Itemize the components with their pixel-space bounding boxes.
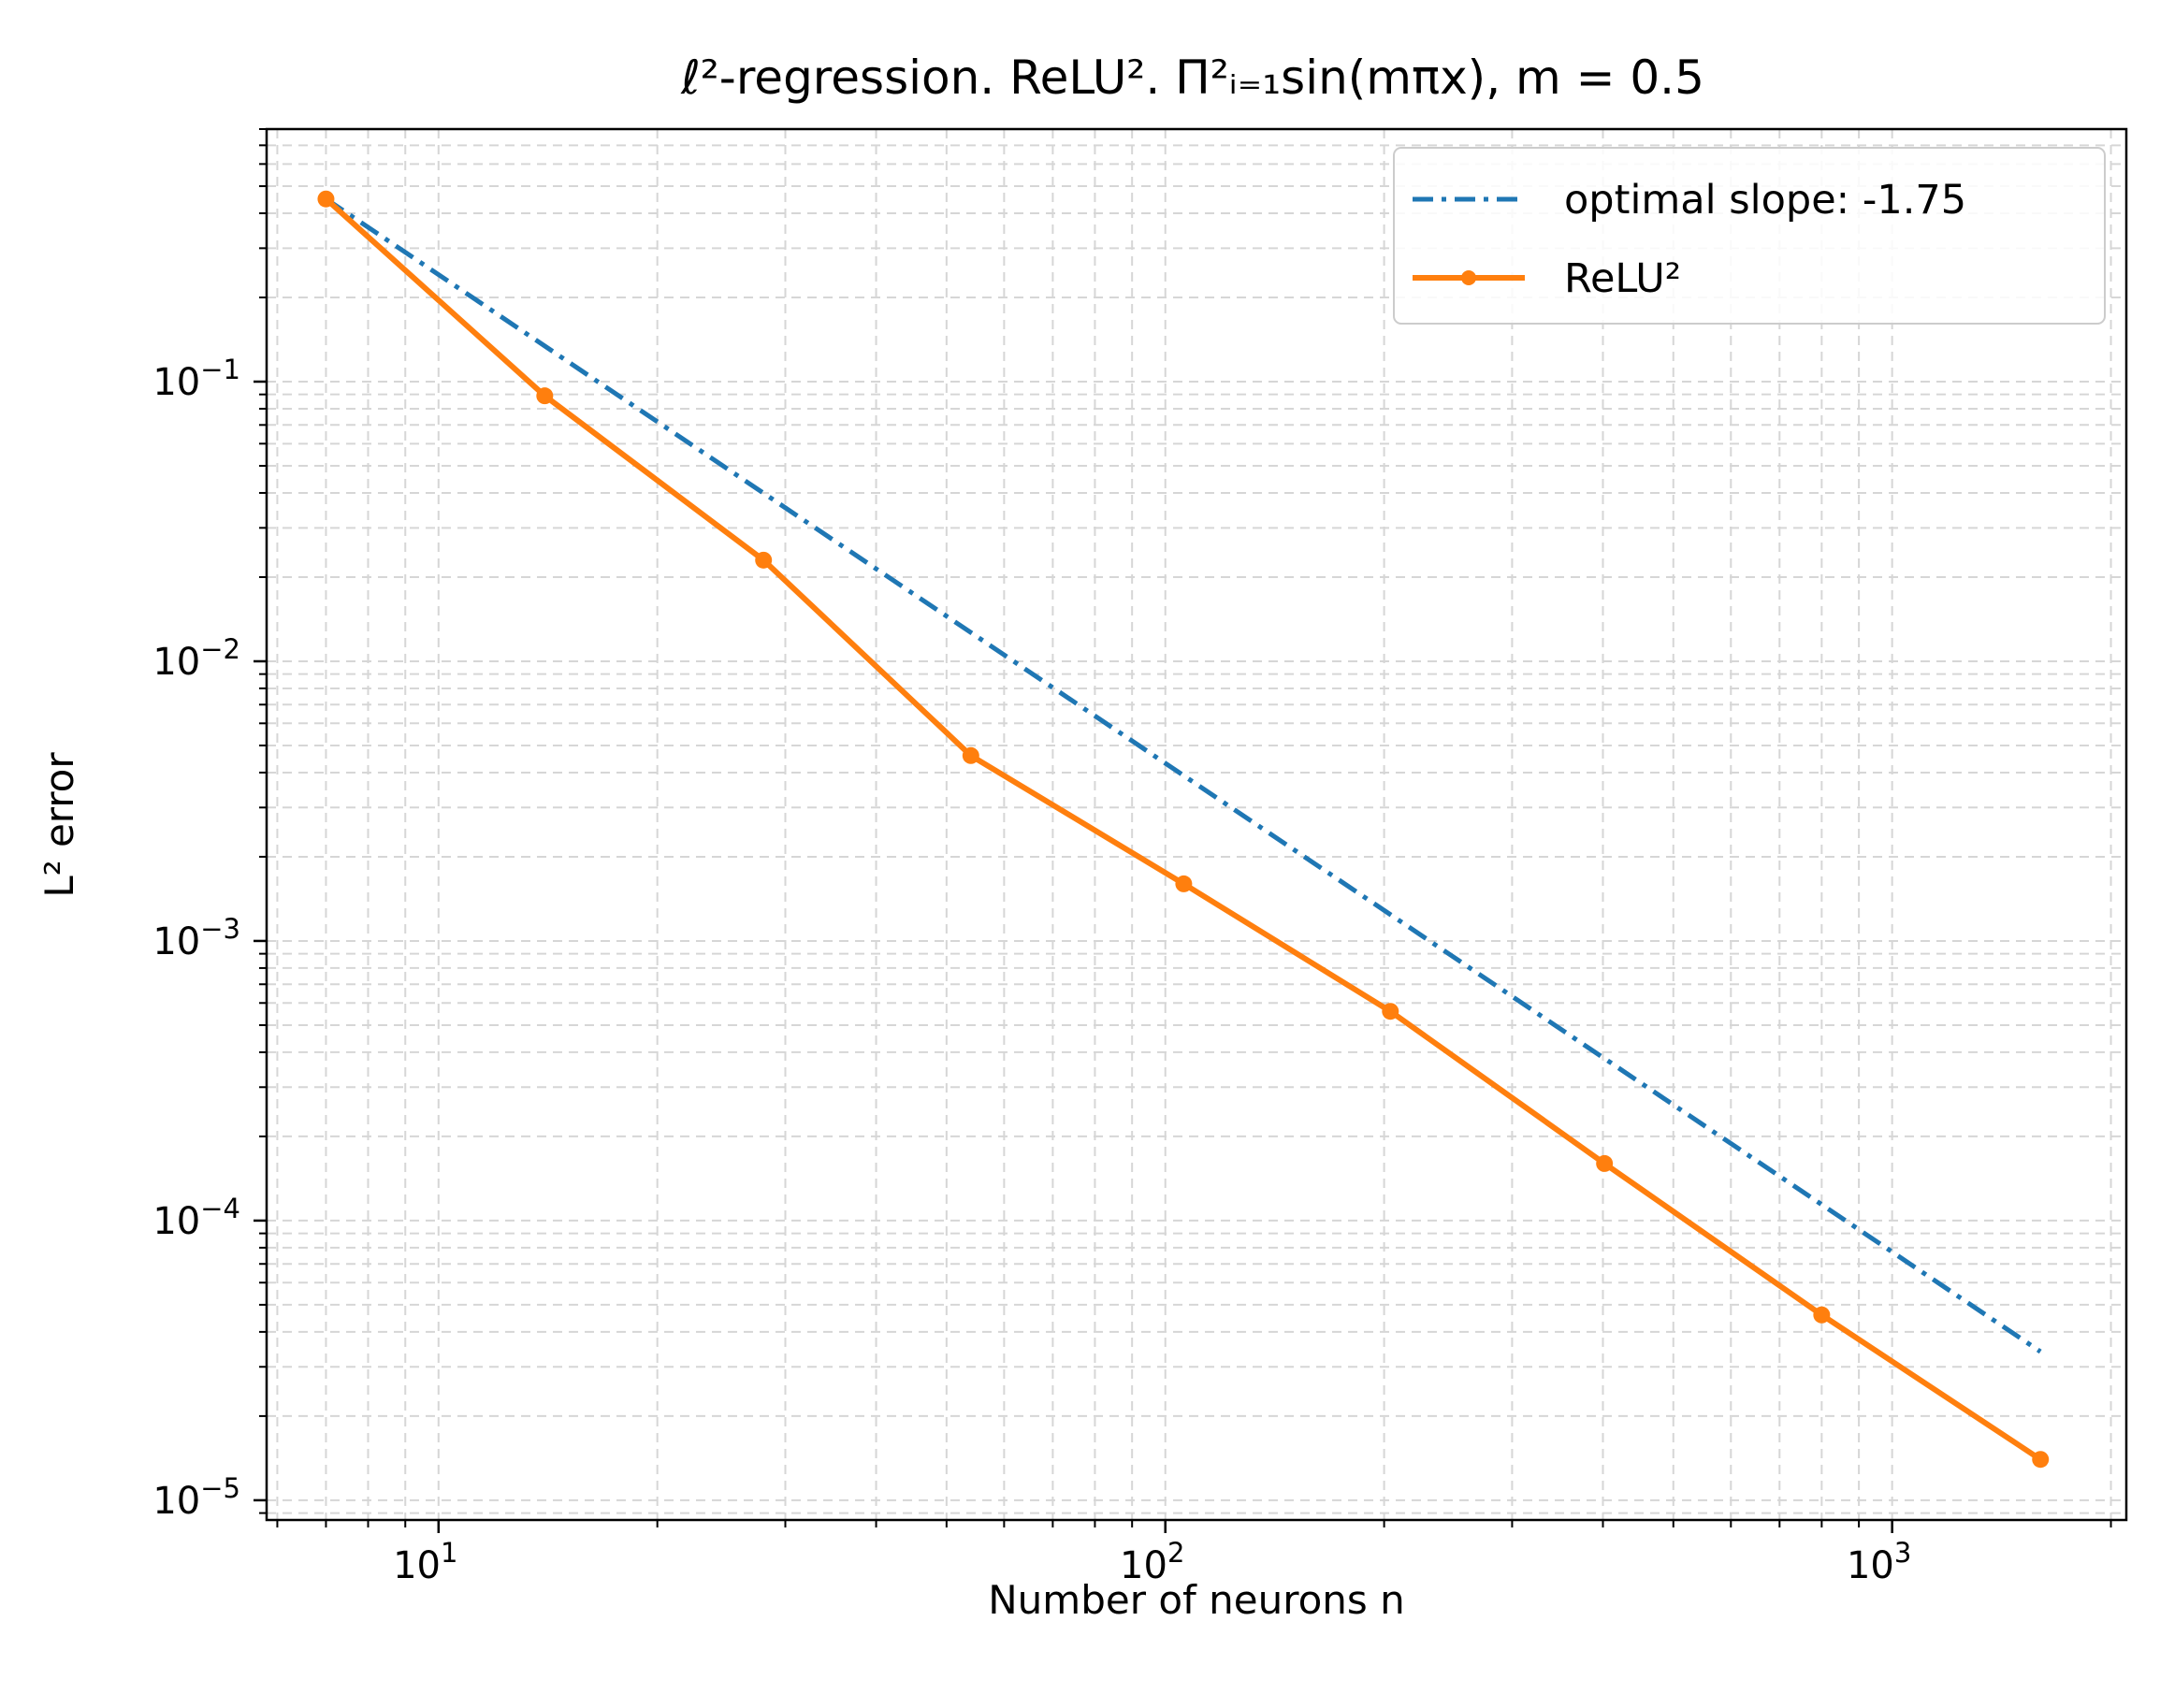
- relu2-point: [317, 190, 335, 208]
- y-tick-label: 10−3: [152, 913, 240, 963]
- y-tick-label: 10−2: [152, 633, 240, 684]
- relu2-point: [536, 387, 554, 405]
- y-tick-label: 10−4: [152, 1193, 240, 1243]
- legend-marker-relu2: [1461, 270, 1476, 285]
- relu2-point: [1596, 1154, 1614, 1172]
- legend: optimal slope: -1.75 ReLU²: [1393, 147, 2106, 325]
- axis-ticks: 101 102 103 10−1 10−2 10−3 10−4 10−5: [152, 128, 2112, 1587]
- relu2-point: [2032, 1451, 2050, 1469]
- chart-title: ℓ²-regression. ReLU². Π²ᵢ₌₁sin(mπx), m =…: [680, 51, 1704, 105]
- plot-frame: [265, 127, 2128, 1522]
- x-axis-label: Number of neurons n: [988, 1577, 1405, 1623]
- grid: [267, 128, 2126, 1520]
- x-tick-label: 102: [1120, 1537, 1184, 1587]
- relu2-point: [962, 746, 979, 764]
- relu2-point: [1175, 875, 1193, 892]
- x-tick-label: 103: [1847, 1537, 1911, 1587]
- y-tick-label: 10−1: [152, 354, 240, 404]
- relu2-point: [755, 551, 773, 569]
- legend-label-optimal-slope: optimal slope: -1.75: [1564, 177, 1966, 224]
- legend-box: [1393, 147, 2106, 325]
- y-tick-label: 10−5: [152, 1472, 240, 1523]
- series-layer: [317, 190, 2050, 1469]
- relu2-point: [1382, 1003, 1399, 1020]
- relu2-point: [1813, 1306, 1831, 1324]
- optimal-slope-line: [325, 196, 2042, 1354]
- y-axis-label: L² error: [36, 752, 82, 898]
- legend-label-relu2: ReLU²: [1564, 255, 1681, 302]
- x-tick-label: 101: [393, 1537, 457, 1587]
